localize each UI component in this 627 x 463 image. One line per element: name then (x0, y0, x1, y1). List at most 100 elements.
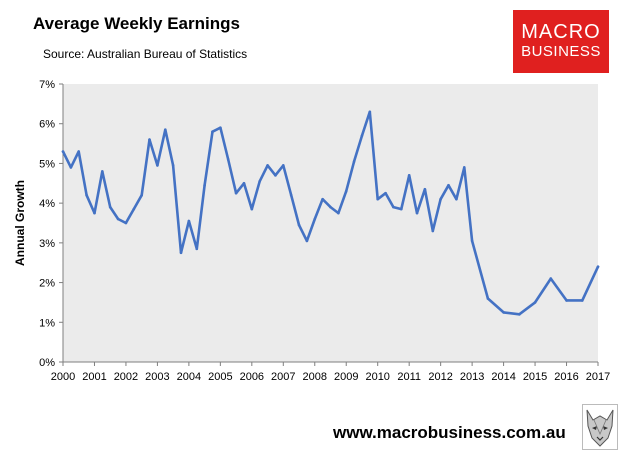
data-point (234, 191, 238, 195)
data-point (407, 174, 411, 177)
data-point (352, 160, 356, 163)
x-axis-ticks: 2000 2001 2002 2003 2004 2005 2006 2007 2008 2009… (51, 362, 610, 383)
data-point (321, 197, 324, 201)
y-tick-label: 1% (39, 317, 55, 329)
data-point (289, 193, 293, 197)
x-tick-label: 2012 (428, 371, 452, 383)
data-point (101, 170, 104, 173)
y-tick-label: 5% (39, 158, 55, 170)
data-point (431, 229, 435, 233)
data-point (518, 313, 521, 316)
data-point (77, 150, 81, 153)
x-tick-label: 2016 (554, 371, 578, 383)
x-tick-label: 2000 (51, 371, 75, 383)
y-axis-ticks: 0% 1% 2% 3% 4% 5% 6% 7% (39, 79, 63, 369)
data-point (281, 164, 285, 167)
data-point (266, 164, 269, 167)
x-tick-label: 2008 (303, 371, 327, 383)
logo-line-business: BUSINESS (521, 43, 601, 60)
data-point (470, 239, 474, 243)
y-axis-label: Annual Growth (13, 180, 27, 266)
chart-subtitle: Source: Australian Bureau of Statistics (43, 47, 248, 61)
data-point (242, 181, 246, 185)
data-point (156, 164, 159, 167)
data-point (219, 126, 222, 129)
y-tick-label: 7% (39, 79, 55, 91)
x-tick-label: 2005 (208, 371, 232, 383)
data-point (179, 251, 183, 255)
data-point (415, 211, 419, 215)
website-url: www.macrobusiness.com.au (333, 423, 566, 442)
data-point (533, 301, 537, 304)
x-tick-label: 2011 (397, 371, 421, 383)
data-point (274, 174, 277, 177)
x-tick-label: 2006 (240, 371, 264, 383)
wolf-head-icon (582, 404, 618, 450)
data-point (392, 205, 395, 209)
data-point (226, 158, 230, 161)
logo-line-macro: MACRO (521, 21, 601, 43)
data-point (124, 221, 128, 225)
data-point (580, 299, 584, 302)
data-point (187, 219, 191, 223)
data-point (400, 207, 403, 211)
data-point (203, 183, 206, 187)
x-tick-label: 2001 (82, 371, 106, 383)
x-tick-label: 2009 (334, 371, 358, 383)
y-tick-label: 2% (39, 278, 55, 290)
data-point (258, 180, 261, 183)
y-tick-label: 4% (39, 198, 55, 210)
y-tick-label: 3% (39, 238, 55, 250)
data-point (297, 223, 301, 227)
macrobusiness-logo: MACRO BUSINESS (513, 10, 609, 73)
data-point (313, 217, 317, 221)
series-points (61, 110, 600, 316)
data-point (163, 128, 167, 131)
x-tick-label: 2017 (586, 371, 610, 383)
x-tick-label: 2004 (177, 371, 201, 383)
y-tick-label: 0% (39, 357, 55, 369)
data-point (108, 205, 112, 209)
data-point (439, 197, 442, 201)
data-point (85, 193, 88, 197)
data-point (69, 166, 73, 169)
x-tick-label: 2013 (460, 371, 484, 383)
data-point (502, 311, 505, 314)
data-point (360, 134, 364, 137)
x-tick-label: 2003 (145, 371, 169, 383)
data-point (140, 193, 143, 197)
data-point (93, 211, 96, 215)
data-point (250, 207, 254, 211)
data-point (195, 247, 199, 251)
plot-area (63, 84, 598, 362)
data-point (447, 183, 450, 187)
data-point (116, 217, 120, 221)
data-point (61, 150, 65, 153)
data-point (455, 197, 458, 201)
y-tick-label: 6% (39, 119, 55, 131)
data-point (596, 265, 600, 268)
data-point (329, 205, 332, 209)
data-point (132, 207, 136, 211)
data-point (148, 138, 151, 141)
data-point (565, 299, 568, 302)
x-tick-label: 2002 (114, 371, 138, 383)
data-point (423, 187, 427, 191)
data-point (305, 239, 309, 243)
chart-title: Average Weekly Earnings (33, 14, 240, 33)
data-point (462, 166, 466, 169)
data-point (376, 197, 380, 201)
data-point (211, 130, 214, 133)
data-point (337, 211, 340, 215)
x-tick-label: 2014 (491, 371, 515, 383)
data-point (368, 110, 372, 114)
data-point (171, 164, 175, 167)
data-point (384, 191, 387, 195)
x-tick-label: 2007 (271, 371, 295, 383)
data-point (486, 297, 490, 300)
data-point (344, 189, 348, 193)
x-tick-label: 2010 (365, 371, 389, 383)
data-point (549, 277, 553, 280)
x-tick-label: 2015 (523, 371, 547, 383)
